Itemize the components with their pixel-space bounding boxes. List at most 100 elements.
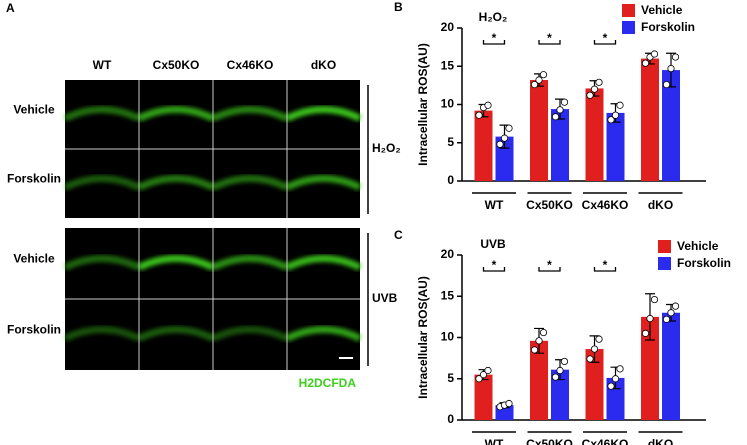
data-point — [539, 328, 548, 337]
significance-label: * — [492, 31, 497, 45]
panel-label: A — [6, 1, 15, 15]
bar — [474, 374, 493, 420]
data-point — [611, 375, 620, 383]
data-point — [586, 355, 594, 363]
data-point — [551, 113, 560, 121]
bar — [662, 70, 680, 181]
data-point — [530, 81, 539, 89]
data-point — [595, 78, 603, 86]
fluorescence-band — [137, 326, 215, 342]
significance-label: * — [547, 258, 552, 272]
legend-swatch — [622, 4, 635, 17]
data-point — [539, 71, 548, 79]
data-point — [595, 335, 603, 343]
bar — [585, 88, 604, 181]
data-point — [662, 81, 671, 89]
bar — [551, 109, 569, 181]
y-tick-label: 0 — [447, 412, 454, 426]
data-point — [611, 111, 620, 119]
x-tick-label: Cx50KO — [526, 198, 573, 212]
data-point — [586, 91, 594, 99]
panel-label: C — [394, 228, 403, 242]
column-header: WT — [93, 58, 112, 72]
bar — [551, 369, 569, 420]
y-tick-label: 10 — [441, 97, 455, 111]
fluorescence-band — [63, 326, 141, 342]
data-point — [616, 101, 624, 109]
data-point — [535, 337, 543, 345]
significance-label: * — [603, 31, 608, 45]
data-point — [556, 366, 564, 375]
legend-swatch — [658, 240, 671, 253]
data-point — [505, 124, 513, 132]
data-point — [479, 371, 488, 379]
significance-bracket — [593, 267, 617, 272]
data-point — [671, 302, 680, 310]
fluorescence-band — [211, 255, 289, 271]
data-point — [667, 64, 675, 73]
data-point — [590, 345, 599, 353]
chart-title: H₂O₂ — [479, 10, 508, 24]
legend-label: Vehicle — [677, 239, 719, 253]
data-point — [475, 111, 483, 119]
data-point — [590, 85, 599, 93]
column-header: Cx46KO — [227, 58, 274, 72]
panel-a: A WT Cx50KO Cx46KO dKO Vehicle Forskolin H₂O₂ Ve… — [6, 1, 401, 390]
legend-label: Forskolin — [641, 20, 695, 34]
bar — [474, 110, 493, 181]
x-tick-label: dKO — [648, 198, 673, 212]
data-point — [607, 382, 615, 390]
column-header: Cx50KO — [153, 58, 200, 72]
fluorescence-band — [285, 175, 362, 191]
fluorescence-band — [137, 106, 215, 122]
y-tick-label: 20 — [441, 247, 455, 261]
data-point — [646, 314, 654, 323]
y-tick-label: 0 — [447, 173, 454, 187]
row-label: Forskolin — [7, 323, 61, 337]
row-label: Vehicle — [13, 252, 55, 266]
data-point — [551, 373, 560, 381]
data-point — [650, 50, 659, 58]
data-point — [484, 101, 492, 109]
data-point — [671, 53, 680, 61]
x-tick-label: WT — [485, 437, 504, 445]
data-point — [556, 106, 564, 114]
y-tick-label: 20 — [441, 20, 455, 34]
significance-bracket — [482, 40, 506, 45]
fluorescence-band — [137, 255, 215, 271]
y-axis-label: Intracellular ROS(AU) — [416, 276, 430, 399]
fluorescence-band — [285, 106, 362, 122]
fluorescence-band — [211, 106, 289, 122]
data-point — [500, 134, 509, 142]
data-point — [667, 309, 675, 317]
legend-swatch — [658, 257, 671, 270]
treatment-label: H₂O₂ — [372, 141, 401, 155]
significance-label: * — [492, 258, 497, 272]
chart-title: UVB — [480, 237, 506, 251]
data-point — [530, 346, 539, 354]
significance-label: * — [603, 258, 608, 272]
data-point — [616, 365, 624, 373]
significance-bracket — [482, 267, 506, 272]
data-point — [560, 98, 569, 106]
fluorescence-band — [285, 255, 362, 271]
y-tick-label: 15 — [441, 288, 455, 302]
data-point — [484, 366, 492, 375]
y-tick-label: 5 — [447, 135, 454, 149]
significance-bracket — [538, 267, 561, 272]
bar — [641, 58, 659, 181]
charts: B H₂O₂ Intracellular ROS(AU) 0 5 10 15 20 WT * Cx5… — [394, 0, 731, 445]
bar — [585, 349, 604, 420]
legend-label: Forskolin — [677, 256, 731, 270]
data-point — [475, 375, 483, 383]
legend-swatch — [622, 21, 635, 34]
x-tick-label: dKO — [648, 437, 673, 445]
row-label: Forskolin — [7, 172, 61, 186]
column-header: dKO — [311, 58, 336, 72]
data-point — [641, 329, 650, 337]
data-point — [535, 76, 543, 84]
fluorescence-band — [63, 175, 141, 191]
y-tick-label: 15 — [441, 58, 455, 72]
data-point — [496, 140, 504, 148]
treatment-label: UVB — [372, 291, 398, 305]
